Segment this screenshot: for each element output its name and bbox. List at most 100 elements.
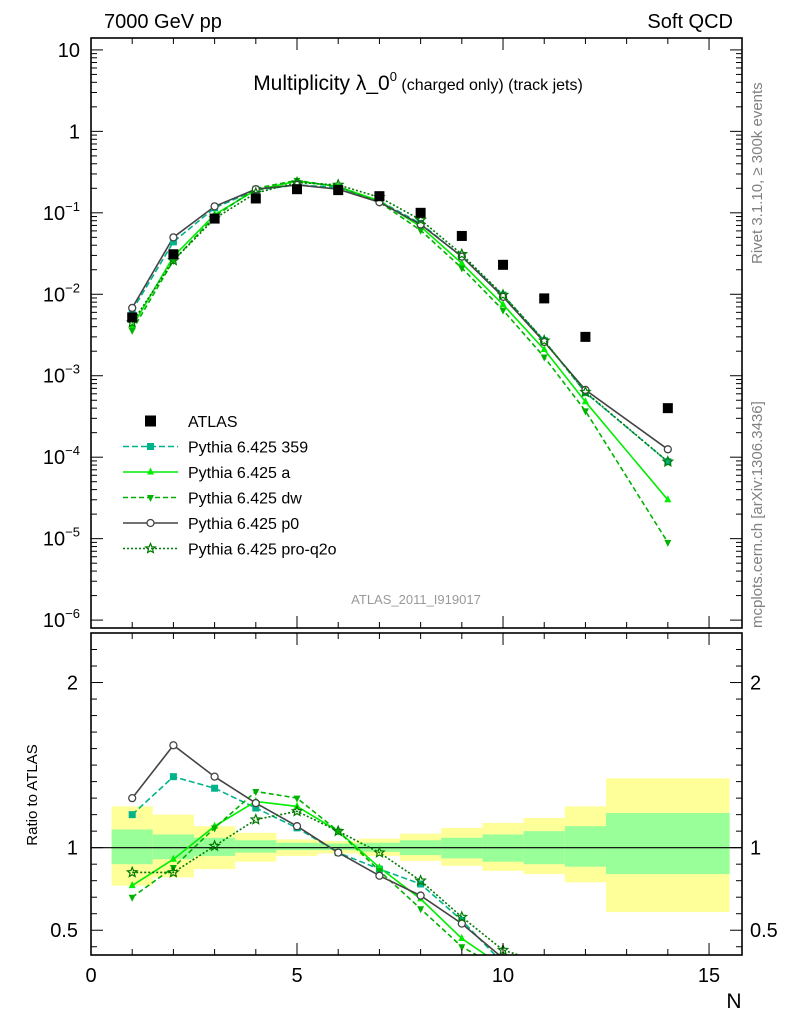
legend-label: Pythia 6.425 359 [188,440,308,457]
y-tick-label: 10−5 [43,525,80,551]
series-point-ratio [128,881,136,889]
band-green [564,826,607,867]
series-point-ratio [128,811,136,819]
series-point-ratio [332,824,345,837]
series-point-ratio [292,822,302,831]
series-point-ratio [541,968,548,975]
series-point-ratio [251,798,260,808]
ratio-y-tick-label-right: 2 [750,673,761,695]
series-point-ratio [128,894,136,902]
series-point-ratio [540,958,550,967]
legend: ATLAS Pythia 6.425 359 Pythia 6.425 a Pythi… [123,414,337,559]
series-point-ratio [582,973,589,980]
header-left: 7000 GeV pp [104,11,222,33]
legend-item: Pythia 6.425 a [123,465,290,482]
data-point [333,185,344,196]
header-right: Soft QCD [647,11,733,33]
legend-label: Pythia 6.425 a [188,465,290,482]
uncertainty-bands [91,778,742,913]
ratio-frame [90,632,743,956]
data-point [250,193,261,204]
series-point-ratio [664,985,671,992]
series-point-ratio [375,871,384,880]
series-point-ratio [125,865,139,878]
series-point-main [579,385,592,398]
ratio-y-axis-label: Ratio to ATLAS [24,744,41,845]
band-green [111,829,153,865]
series-point-main [499,307,507,315]
series-point-ratio [582,976,589,983]
legend-marker [144,541,157,554]
series-point-ratio [416,891,425,900]
series-point-main [499,299,507,307]
axes: 0 5 10 15 10 1 10−1 10−2 10−3 10−4 10−5 10−6 2 2 1 1 0.5… [43,37,778,987]
ratio-y-tick-label: 1 [67,838,78,860]
series-point-ratio [417,906,425,914]
series-point-main [169,257,177,265]
series-point-ratio [290,804,304,817]
series-point-ratio [169,854,177,862]
series-point-ratio [375,862,383,870]
series-point-main [540,344,548,352]
data-point [127,312,138,323]
series-point-ratio [664,994,671,1001]
series-point-main [664,458,672,466]
series-point-ratio [373,846,386,858]
series-point-ratio [541,976,548,983]
x-tick-label: 0 [85,965,96,987]
series-point-ratio [663,975,673,984]
legend-marker [147,443,154,450]
series-point-ratio [582,977,589,984]
series-point-ratio [334,848,343,857]
main-frame [90,37,743,629]
series-point-ratio [252,789,260,797]
data-points [127,184,673,414]
legend-marker [147,495,154,502]
data-point [374,191,385,202]
series-point-main [664,539,672,547]
x-tick-label: 15 [698,965,720,987]
series-point-main [417,227,425,235]
y-tick-label: 10−4 [43,443,80,469]
series-point-main [458,258,466,266]
y-tick-label: 10−1 [43,199,80,225]
rivet-label: Rivet 3.1.10, ≥ 300k events [749,82,766,264]
ratio-y-tick-label-right: 0.5 [750,920,778,942]
legend-item: ATLAS [145,414,238,431]
series-point-ratio [167,865,180,878]
series-point-main [581,397,589,405]
series-point-ratio [414,874,427,886]
legend-label: ATLAS [188,414,238,431]
series-point-main [540,354,548,362]
series-point-ratio [455,910,469,923]
series-point-main [496,288,510,301]
y-tick-label: 1 [69,121,80,143]
series-point-main [661,455,675,468]
series-point-main [169,238,177,246]
series-main-2 [131,179,669,543]
legend-item: Pythia 6.425 dw [123,491,302,508]
mcplots-label: mcplots.cern.ch [arXiv:1306.3436] [749,401,766,628]
data-point [168,249,179,260]
data-point [539,293,550,304]
series-line-ratio [132,810,522,955]
band-green [606,812,730,875]
series-point-main [664,495,672,503]
y-tick-label: 10−2 [43,280,80,306]
series-point-ratio [169,773,177,781]
series-point-ratio [541,965,548,972]
data-point [292,184,303,195]
series-point-ratio [664,976,671,983]
series-point-ratio [582,981,589,988]
band-green [276,842,318,851]
x-axis-label: N [726,990,741,1013]
series-point-ratio [500,954,506,955]
series-point-ratio [210,772,219,781]
legend-marker [146,518,155,528]
chart-title: Multiplicity λ_00 (charged only) (track … [253,69,583,95]
ratio-y-tick-label-right: 1 [750,838,761,860]
series-point-main [538,334,551,346]
series-point-main [414,213,427,226]
series-point-ratio [581,967,591,976]
